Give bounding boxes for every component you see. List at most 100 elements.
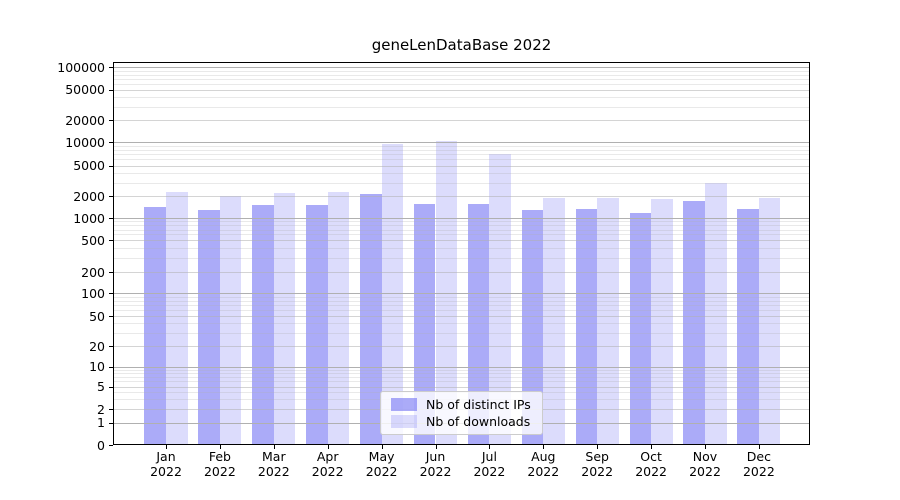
gridline <box>113 182 810 184</box>
bar-downloads-dec <box>758 198 781 445</box>
x-tick-mark <box>273 445 275 449</box>
y-tick-label: 10 <box>89 359 105 375</box>
gridline <box>113 229 810 231</box>
gridline <box>113 165 810 167</box>
gridline <box>113 300 810 302</box>
bar-ips-nov <box>683 201 705 445</box>
y-tick-label: 200 <box>81 264 105 280</box>
y-tick-mark <box>109 67 113 69</box>
y-tick-label: 1000 <box>73 210 105 226</box>
gridline <box>113 106 810 108</box>
bar-ips-dec <box>737 208 759 445</box>
y-tick-mark <box>109 386 113 388</box>
y-tick-mark <box>109 165 113 167</box>
gridline <box>113 78 810 80</box>
y-tick-label: 5 <box>97 379 105 395</box>
bar-ips-jun <box>413 203 436 445</box>
y-tick-label: 50000 <box>65 82 105 98</box>
bar-downloads-jul <box>489 153 511 445</box>
bar-ips-feb <box>198 210 220 445</box>
bar-downloads-oct <box>651 198 673 445</box>
x-tick-mark <box>327 445 329 449</box>
gridline <box>113 272 810 274</box>
legend-label-downloads: Nb of downloads <box>426 414 531 429</box>
chart-title: geneLenDataBase 2022 <box>371 36 552 54</box>
gridline <box>113 346 810 347</box>
y-tick-label: 100 <box>81 285 105 301</box>
bar-ips-jul <box>467 204 490 445</box>
legend: Nb of distinct IPs Nb of downloads <box>380 391 543 435</box>
bar-downloads-jun <box>435 140 458 445</box>
bar-ips-mar <box>252 205 274 445</box>
bar-ips-jan <box>144 207 166 445</box>
gridline <box>113 172 810 174</box>
y-tick-label: 50 <box>89 308 105 324</box>
gridline <box>113 67 810 69</box>
y-tick-label: 5000 <box>73 158 105 173</box>
y-tick-label: 100000 <box>57 59 105 75</box>
x-tick-label-jul: Jul 2022 <box>473 449 506 479</box>
x-tick-label-feb: Feb 2022 <box>203 449 236 479</box>
y-tick-mark <box>109 422 113 424</box>
y-tick-mark <box>109 89 113 91</box>
gridline <box>113 377 810 378</box>
y-tick-mark <box>109 240 113 242</box>
legend-item-downloads: Nb of downloads <box>391 414 534 429</box>
y-tick-label: 500 <box>81 232 105 248</box>
x-tick-label-jun: Jun 2022 <box>419 449 452 479</box>
gridline <box>113 296 810 298</box>
x-tick-mark <box>489 445 491 449</box>
gridline <box>113 142 810 144</box>
x-tick-mark <box>166 445 167 449</box>
bar-ips-sep <box>575 209 598 445</box>
bar-downloads-may <box>381 144 404 445</box>
bar-downloads-sep <box>597 197 619 445</box>
gridline <box>113 154 810 156</box>
gridline <box>113 196 810 197</box>
x-tick-mark <box>381 445 383 449</box>
gridline <box>113 218 810 219</box>
bar-downloads-apr <box>327 192 350 445</box>
y-tick-mark <box>109 316 113 317</box>
gridline <box>113 381 810 383</box>
legend-label-distinct-ips: Nb of distinct IPs <box>426 397 531 412</box>
gridline <box>113 97 810 99</box>
gridline <box>113 373 810 375</box>
y-tick-label: 10000 <box>65 134 105 150</box>
legend-swatch-downloads <box>391 415 417 428</box>
x-tick-label-dec: Dec 2022 <box>742 449 775 479</box>
y-tick-label: 0 <box>97 437 105 453</box>
gridline <box>113 149 810 151</box>
x-tick-label-nov: Nov 2022 <box>689 449 721 479</box>
gridline <box>113 120 810 122</box>
x-tick-mark <box>705 445 706 449</box>
gridline <box>113 316 810 317</box>
y-tick-mark <box>109 445 113 446</box>
gridline <box>113 310 810 311</box>
y-tick-label: 2000 <box>73 188 105 204</box>
bar-downloads-feb <box>219 195 242 445</box>
y-tick-label: 2 <box>97 401 105 417</box>
legend-item-distinct-ips: Nb of distinct IPs <box>391 397 534 412</box>
y-tick-mark <box>109 346 113 347</box>
bar-ips-apr <box>306 204 328 445</box>
x-tick-mark <box>597 445 599 449</box>
gridline <box>113 386 810 388</box>
y-tick-mark <box>109 272 113 274</box>
bar-ips-aug <box>521 210 544 445</box>
gridline <box>113 159 810 161</box>
y-tick-mark <box>109 142 113 144</box>
gridline <box>113 293 810 295</box>
x-tick-label-jan: Jan 2022 <box>150 449 182 479</box>
gridline <box>113 74 810 76</box>
bar-downloads-jan <box>166 192 188 445</box>
y-tick-mark <box>109 409 113 410</box>
x-tick-mark <box>758 445 760 449</box>
y-tick-mark <box>109 120 113 122</box>
y-tick-mark <box>109 366 113 368</box>
gridline <box>113 323 810 325</box>
gridline <box>113 248 810 250</box>
bar-downloads-aug <box>543 197 565 445</box>
gridline <box>113 258 810 260</box>
gridline <box>113 70 810 72</box>
